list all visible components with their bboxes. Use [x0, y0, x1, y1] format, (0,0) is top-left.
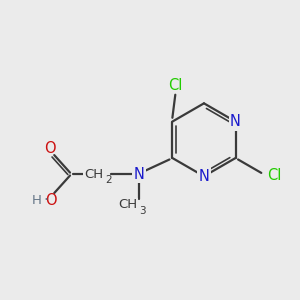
Text: O: O — [46, 193, 57, 208]
Text: H: H — [32, 194, 42, 206]
Text: 3: 3 — [139, 206, 146, 215]
Text: 2: 2 — [105, 175, 112, 185]
Text: CH: CH — [118, 198, 137, 211]
Text: N: N — [230, 114, 241, 129]
Text: Cl: Cl — [168, 78, 182, 93]
Text: CH: CH — [84, 168, 103, 181]
Text: ·: · — [43, 193, 48, 208]
Text: Cl: Cl — [267, 168, 282, 183]
Text: O: O — [44, 141, 56, 156]
Text: N: N — [199, 169, 209, 184]
Text: N: N — [134, 167, 144, 182]
